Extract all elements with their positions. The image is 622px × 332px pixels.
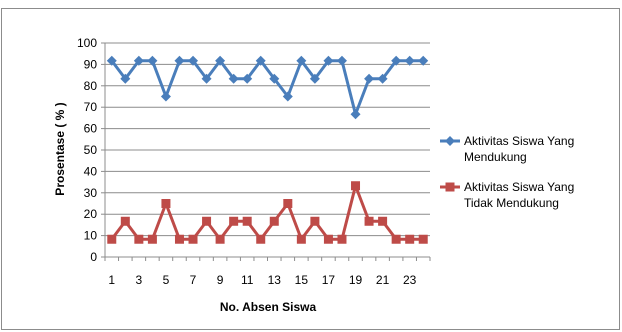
data-point-diamond (120, 73, 131, 84)
data-point-square (120, 216, 130, 226)
data-point-square (364, 216, 374, 226)
series-group (106, 55, 429, 244)
legend-marker-diamond (445, 136, 455, 146)
data-point-square (134, 234, 144, 244)
data-point-square (405, 234, 415, 244)
data-point-diamond (296, 55, 307, 66)
data-point-diamond (255, 55, 266, 66)
data-point-square (418, 234, 428, 244)
x-tick-label: 23 (403, 273, 417, 287)
data-point-square (188, 234, 198, 244)
x-axis-title: No. Absen Siswa (220, 300, 317, 314)
x-tick-label: 7 (190, 273, 197, 287)
data-point-diamond (242, 73, 253, 84)
data-point-diamond (160, 91, 171, 102)
series-1 (106, 55, 429, 120)
data-point-diamond (404, 55, 415, 66)
x-tick-label: 21 (376, 273, 390, 287)
data-point-diamond (269, 73, 280, 84)
data-point-diamond (174, 55, 185, 66)
data-point-diamond (309, 73, 320, 84)
data-point-diamond (228, 73, 239, 84)
x-tick-label: 19 (349, 273, 363, 287)
x-tick-label: 1 (108, 273, 115, 287)
data-point-square (161, 199, 171, 208)
series-2 (107, 181, 428, 244)
gridlines (105, 42, 430, 237)
data-point-square (229, 216, 239, 226)
data-point-square (283, 199, 293, 208)
data-point-square (323, 234, 333, 244)
data-point-square (337, 234, 347, 244)
x-tick-label: 15 (295, 273, 309, 287)
legend-label: Aktivitas Siswa Yang (464, 180, 574, 194)
data-point-square (174, 234, 184, 244)
data-point-square (378, 216, 388, 226)
data-point-square (296, 234, 306, 244)
data-point-square (242, 216, 252, 226)
y-tick-label: 60 (84, 122, 98, 136)
y-tick-label: 0 (90, 250, 97, 264)
x-tick-label: 5 (163, 273, 170, 287)
data-point-diamond (106, 55, 117, 66)
data-point-diamond (418, 55, 429, 66)
data-point-diamond (201, 73, 212, 84)
y-tick-label: 50 (84, 143, 98, 157)
data-point-square (256, 234, 266, 244)
data-point-diamond (188, 55, 199, 66)
y-tick-label: 10 (84, 229, 98, 243)
x-tick-labels: 1 3 5 7 9 11 13 15 17 19 21 23 (108, 273, 416, 287)
x-tick-label: 9 (217, 273, 224, 287)
data-point-diamond (377, 73, 388, 84)
x-tick-label: 3 (136, 273, 143, 287)
data-point-diamond (133, 55, 144, 66)
data-point-diamond (147, 55, 158, 66)
y-tick-label: 70 (84, 100, 98, 114)
data-point-diamond (323, 55, 334, 66)
x-tick-label: 11 (241, 273, 254, 287)
data-point-diamond (350, 109, 361, 120)
legend-label: Aktivitas Siswa Yang (464, 134, 574, 148)
y-tick-label: 100 (77, 36, 97, 50)
legend-item-2: Aktivitas Siswa Yang Tidak Mendukung (440, 180, 574, 210)
x-tick-label: 17 (322, 273, 336, 287)
chart-frame (1, 8, 620, 330)
data-point-square (351, 181, 361, 191)
series-line (110, 59, 424, 116)
data-point-square (391, 234, 401, 244)
data-point-square (215, 234, 225, 244)
y-tick-label: 80 (84, 79, 98, 93)
data-point-diamond (336, 55, 347, 66)
axes (101, 42, 431, 261)
y-axis-title: Prosentase ( % ) (53, 102, 67, 195)
legend-item-1: Aktivitas Siswa Yang Mendukung (440, 134, 574, 164)
legend-label: Mendukung (464, 150, 527, 164)
series-line (110, 184, 424, 241)
data-point-diamond (282, 91, 293, 102)
data-point-diamond (391, 55, 402, 66)
y-tick-label: 20 (84, 207, 98, 221)
data-point-square (269, 216, 279, 226)
x-tick-label: 13 (268, 273, 282, 287)
data-point-square (202, 216, 212, 226)
legend-label: Tidak Mendukung (464, 196, 559, 210)
y-tick-labels: 0 10 20 30 40 50 60 70 80 90 100 (77, 36, 97, 264)
data-point-square (107, 234, 117, 244)
y-tick-label: 30 (84, 186, 98, 200)
legend-marker-square (445, 182, 455, 192)
data-point-diamond (364, 73, 375, 84)
y-tick-label: 40 (84, 164, 98, 178)
data-point-diamond (215, 55, 226, 66)
data-point-square (147, 234, 157, 244)
y-tick-label: 90 (84, 57, 98, 71)
data-point-square (310, 216, 320, 226)
